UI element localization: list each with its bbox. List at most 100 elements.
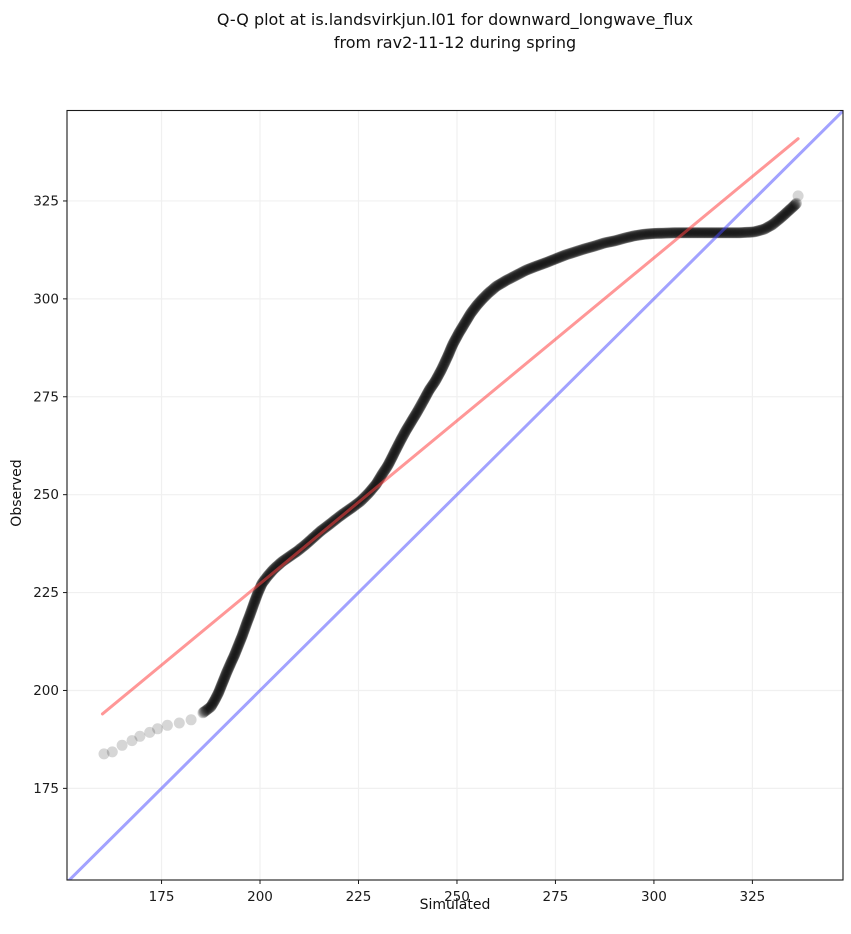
scatter-point <box>532 260 544 271</box>
scatter-point <box>632 229 644 241</box>
y-tick-label: 200 <box>33 683 59 699</box>
scatter-point <box>761 221 773 233</box>
scatter-point <box>405 416 417 428</box>
scatter-point <box>473 297 485 309</box>
scatter-point <box>469 302 481 314</box>
scatter-point <box>399 426 411 438</box>
scatter-point <box>247 600 259 612</box>
scatter-point <box>563 248 575 260</box>
scatter-point <box>581 242 593 254</box>
scatter-point <box>235 634 247 646</box>
scatter-point <box>669 227 681 239</box>
scatter-point <box>569 246 581 258</box>
scatter-point <box>414 400 426 412</box>
scatter-point <box>753 225 765 237</box>
scatter-point <box>723 227 735 239</box>
scatter-point <box>380 463 392 475</box>
scatter-point <box>727 227 739 239</box>
scatter-point <box>615 233 627 245</box>
scatter-point <box>725 227 737 239</box>
scatter-point <box>241 616 253 628</box>
scatter-point <box>508 271 520 283</box>
scatter-point <box>766 219 778 231</box>
scatter-point <box>507 271 519 283</box>
scatter-point <box>230 644 242 656</box>
scatter-point <box>245 605 257 617</box>
scatter-point <box>458 319 470 331</box>
scatter-point <box>777 210 789 222</box>
scatter-point <box>465 307 477 319</box>
scatter-point <box>384 456 396 468</box>
scatter-point <box>222 663 234 675</box>
scatter-point <box>385 454 397 466</box>
scatter-point <box>699 227 711 239</box>
scatter-point <box>764 220 776 232</box>
scatter-point <box>491 280 503 292</box>
scatter-point <box>214 682 226 694</box>
scatter-point <box>530 260 542 272</box>
scatter-point <box>475 295 487 307</box>
scatter-point <box>421 388 433 400</box>
scatter-point <box>745 226 757 238</box>
scatter-point <box>482 288 494 300</box>
scatter-point <box>771 215 782 227</box>
scatter-point <box>566 247 578 259</box>
scatter-point <box>665 227 677 239</box>
scatter-point <box>240 620 252 632</box>
scatter-point <box>629 230 641 242</box>
scatter-point <box>454 325 466 337</box>
scatter-point <box>250 592 262 604</box>
scatter-point <box>444 345 456 357</box>
scatter-point <box>241 618 252 630</box>
scatter-point <box>592 239 604 251</box>
scatter-point <box>453 328 464 340</box>
scatter-point <box>747 226 758 238</box>
scatter-point <box>390 444 401 456</box>
scatter-point <box>416 398 428 410</box>
scatter-point <box>736 227 748 239</box>
scatter-point <box>712 227 724 239</box>
scatter-point <box>247 601 259 613</box>
scatter-point <box>399 426 411 438</box>
scatter-point <box>527 261 539 273</box>
scatter-point <box>248 597 260 609</box>
scatter-point <box>405 417 417 428</box>
scatter-point <box>431 371 443 383</box>
scatter-point <box>703 227 715 239</box>
scatter-point <box>644 228 656 240</box>
scatter-point <box>213 686 225 698</box>
y-tick-label: 250 <box>33 487 59 503</box>
scatter-point <box>616 233 628 245</box>
scatter-point <box>768 218 780 230</box>
scatter-point <box>461 314 473 326</box>
scatter-point <box>419 392 431 404</box>
scatter-point <box>666 227 678 239</box>
scatter-point <box>378 465 390 477</box>
scatter-point <box>212 688 224 700</box>
scatter-point <box>587 241 599 252</box>
scatter-point <box>749 226 761 238</box>
scatter-point <box>700 227 712 239</box>
scatter-point <box>564 248 576 260</box>
scatter-point <box>606 235 618 247</box>
scatter-point <box>455 324 467 336</box>
scatter-point <box>488 283 499 295</box>
scatter-point <box>690 227 702 239</box>
scatter-point <box>746 226 758 238</box>
scatter-point <box>244 609 256 621</box>
scatter-point <box>752 225 764 237</box>
scatter-point <box>522 263 534 275</box>
scatter-point <box>694 227 706 239</box>
scatter-point <box>611 234 623 246</box>
scatter-point <box>729 227 740 239</box>
scatter-point <box>790 198 802 210</box>
scatter-point <box>436 362 448 374</box>
scatter-point <box>265 566 277 578</box>
scatter-point <box>204 701 216 713</box>
scatter-point <box>394 435 406 447</box>
scatter-point <box>116 739 128 751</box>
scatter-point <box>628 230 640 242</box>
scatter-point <box>533 259 545 271</box>
scatter-point <box>428 377 440 389</box>
scatter-point <box>579 243 591 255</box>
